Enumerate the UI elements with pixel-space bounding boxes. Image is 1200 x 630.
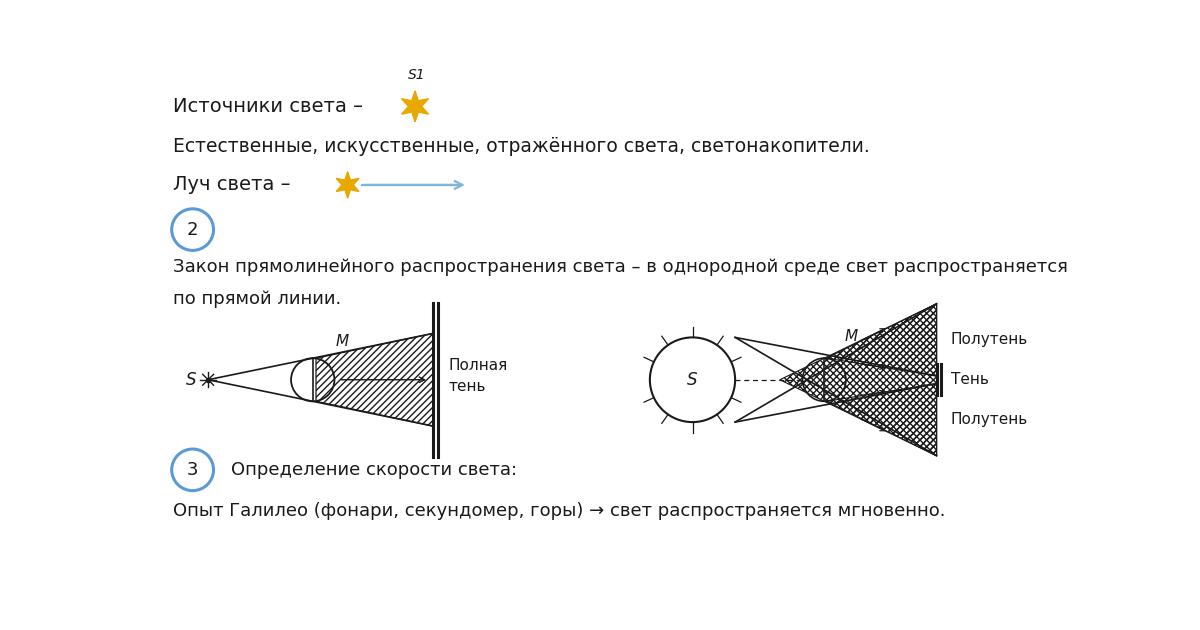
Text: Тень: Тень — [950, 372, 989, 387]
Text: Полная
тень: Полная тень — [449, 358, 508, 394]
Text: S: S — [688, 370, 697, 389]
Polygon shape — [402, 91, 428, 122]
Text: M: M — [336, 334, 349, 349]
Text: Источники света –: Источники света – — [173, 97, 364, 116]
Text: Луч света –: Луч света – — [173, 175, 290, 195]
Text: Определение скорости света:: Определение скорости света: — [232, 461, 517, 479]
Text: Естественные, искусственные, отражённого света, светонакопители.: Естественные, искусственные, отражённого… — [173, 137, 870, 156]
Text: Закон прямолинейного распространения света – в однородной среде свет распростран: Закон прямолинейного распространения све… — [173, 258, 1068, 275]
Polygon shape — [336, 172, 359, 198]
Text: S1: S1 — [408, 68, 426, 82]
Text: 3: 3 — [187, 461, 198, 479]
Text: S: S — [186, 370, 197, 389]
Text: Полутень: Полутень — [950, 412, 1028, 427]
Text: по прямой линии.: по прямой линии. — [173, 290, 342, 308]
Text: 2: 2 — [187, 220, 198, 239]
Text: Полутень: Полутень — [950, 332, 1028, 347]
Text: Опыт Галилео (фонари, секундомер, горы) → свет распространяется мгновенно.: Опыт Галилео (фонари, секундомер, горы) … — [173, 501, 946, 520]
Text: M: M — [845, 329, 858, 344]
